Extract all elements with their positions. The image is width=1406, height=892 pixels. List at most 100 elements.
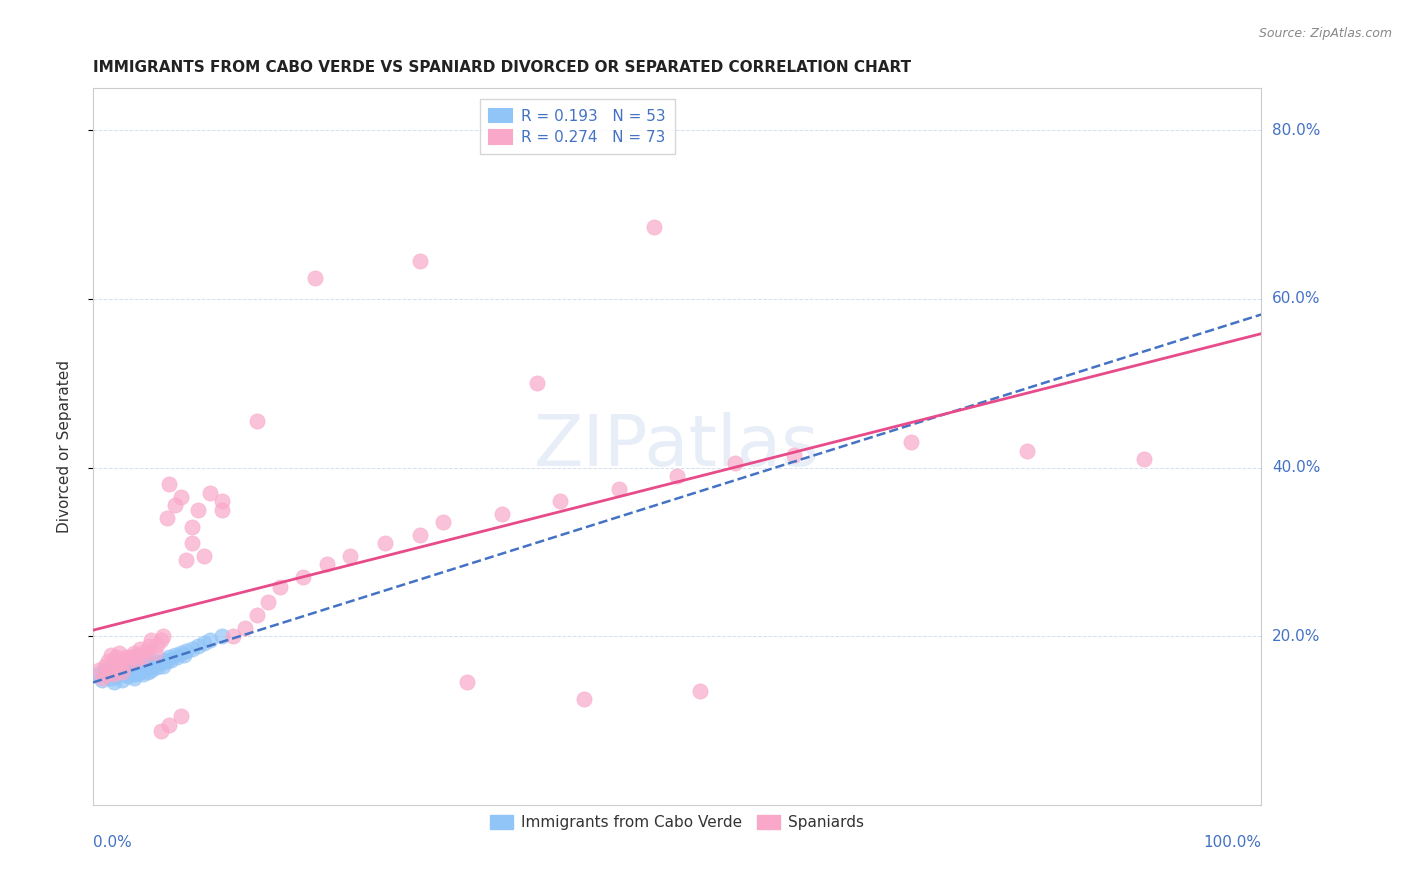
Point xyxy=(128,665,150,679)
Point xyxy=(117,656,139,670)
Point xyxy=(100,648,122,662)
Point xyxy=(111,673,134,687)
Point xyxy=(409,528,432,542)
Point xyxy=(127,648,149,662)
Point xyxy=(152,658,174,673)
Point xyxy=(120,650,142,665)
Text: 0.0%: 0.0% xyxy=(93,835,132,850)
Point xyxy=(131,663,153,677)
Point xyxy=(117,663,139,677)
Point xyxy=(689,684,711,698)
Point xyxy=(193,549,215,563)
Point xyxy=(141,663,163,677)
Text: 60.0%: 60.0% xyxy=(1272,292,1320,307)
Point xyxy=(491,507,513,521)
Point xyxy=(107,660,129,674)
Point xyxy=(87,663,110,677)
Point xyxy=(572,692,595,706)
Point xyxy=(91,671,114,685)
Point xyxy=(160,653,183,667)
Point xyxy=(193,636,215,650)
Point xyxy=(103,667,125,681)
Point xyxy=(292,570,315,584)
Text: 20.0%: 20.0% xyxy=(1272,629,1320,644)
Point xyxy=(432,516,454,530)
Point xyxy=(107,667,129,681)
Point xyxy=(149,633,172,648)
Point xyxy=(176,644,198,658)
Point xyxy=(166,650,188,665)
Y-axis label: Divorced or Separated: Divorced or Separated xyxy=(58,360,72,533)
Point xyxy=(245,608,267,623)
Point xyxy=(105,663,128,677)
Point xyxy=(105,669,128,683)
Point xyxy=(233,621,256,635)
Point xyxy=(666,469,689,483)
Point xyxy=(339,549,361,563)
Point xyxy=(141,656,163,670)
Point xyxy=(103,654,125,668)
Point xyxy=(142,658,165,673)
Point xyxy=(157,477,180,491)
Point xyxy=(163,648,186,662)
Point xyxy=(114,667,136,681)
Point xyxy=(132,650,155,665)
Legend: Immigrants from Cabo Verde, Spaniards: Immigrants from Cabo Verde, Spaniards xyxy=(484,809,870,837)
Point xyxy=(111,663,134,677)
Point xyxy=(87,667,110,681)
Point xyxy=(149,723,172,738)
Point xyxy=(181,519,204,533)
Point xyxy=(211,494,233,508)
Point xyxy=(374,536,396,550)
Point xyxy=(257,595,280,609)
Point xyxy=(187,502,209,516)
Point xyxy=(122,646,145,660)
Point xyxy=(155,653,177,667)
Point xyxy=(146,638,169,652)
Point xyxy=(146,660,169,674)
Point xyxy=(127,660,149,674)
Text: Source: ZipAtlas.com: Source: ZipAtlas.com xyxy=(1258,27,1392,40)
Point xyxy=(169,646,191,660)
Point xyxy=(125,667,148,681)
Point xyxy=(152,629,174,643)
Text: 80.0%: 80.0% xyxy=(1272,123,1320,138)
Point xyxy=(187,639,209,653)
Point xyxy=(149,656,172,670)
Point xyxy=(169,709,191,723)
Point xyxy=(173,648,195,662)
Point xyxy=(114,650,136,665)
Point xyxy=(157,650,180,665)
Point xyxy=(93,663,115,677)
Point xyxy=(456,675,478,690)
Point xyxy=(107,646,129,660)
Point xyxy=(155,511,177,525)
Point xyxy=(1133,452,1156,467)
Point xyxy=(245,414,267,428)
Point xyxy=(176,553,198,567)
Text: 40.0%: 40.0% xyxy=(1272,460,1320,475)
Point xyxy=(122,671,145,685)
Point xyxy=(111,665,134,679)
Point xyxy=(141,633,163,648)
Point xyxy=(100,661,122,675)
Point xyxy=(138,660,160,674)
Point xyxy=(120,665,142,679)
Point xyxy=(121,667,143,681)
Point xyxy=(198,633,221,648)
Point xyxy=(143,646,166,660)
Point xyxy=(125,653,148,667)
Point xyxy=(211,629,233,643)
Point xyxy=(97,654,120,668)
Point xyxy=(122,663,145,677)
Point xyxy=(222,629,245,643)
Point xyxy=(135,656,157,670)
Point xyxy=(103,665,125,679)
Point xyxy=(163,499,186,513)
Point xyxy=(107,656,129,670)
Point xyxy=(138,639,160,653)
Point xyxy=(136,665,159,679)
Point xyxy=(1017,443,1039,458)
Point xyxy=(91,673,114,687)
Point xyxy=(132,667,155,681)
